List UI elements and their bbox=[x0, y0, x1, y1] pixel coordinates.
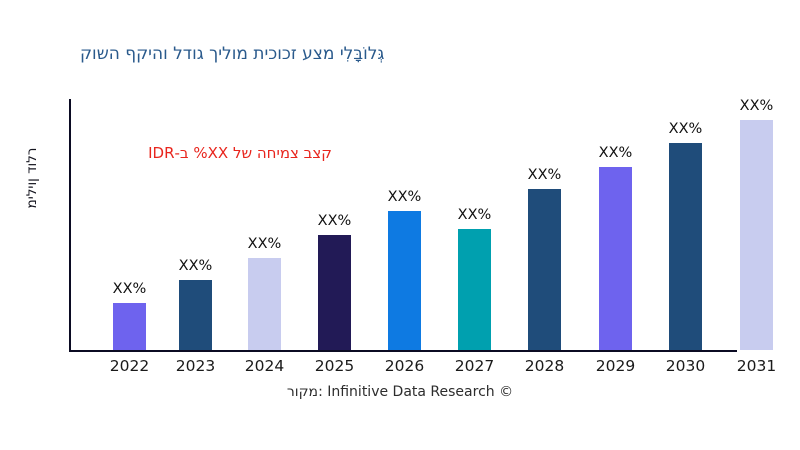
bar-value-label-2023: XX% bbox=[178, 258, 213, 274]
bar-value-label-2025: XX% bbox=[317, 213, 352, 229]
bar-2023 bbox=[179, 280, 212, 350]
x-tick-label-2023: 2023 bbox=[175, 357, 216, 375]
growth-rate-annotation: קצב צמיחה של XX% ב-IDR bbox=[148, 144, 332, 162]
source-text: מקור: Infinitive Data Research © bbox=[286, 384, 514, 400]
x-tick-label-2026: 2026 bbox=[384, 357, 425, 375]
bar-value-label-2026: XX% bbox=[387, 189, 422, 205]
y-axis-line bbox=[69, 99, 71, 352]
x-tick-label-2024: 2024 bbox=[244, 357, 285, 375]
x-tick-label-2030: 2030 bbox=[665, 357, 706, 375]
bar-2022 bbox=[113, 303, 146, 350]
x-tick-label-2022: 2022 bbox=[109, 357, 150, 375]
x-tick-label-2027: 2027 bbox=[454, 357, 495, 375]
bar-2031 bbox=[740, 120, 773, 350]
bar-2028 bbox=[528, 189, 561, 350]
bar-2027 bbox=[458, 229, 491, 350]
bar-value-label-2022: XX% bbox=[112, 281, 147, 297]
bar-value-label-2030: XX% bbox=[668, 121, 703, 137]
bar-value-label-2027: XX% bbox=[457, 207, 492, 223]
bar-value-label-2024: XX% bbox=[247, 236, 282, 252]
bar-2024 bbox=[248, 258, 281, 350]
x-axis-line bbox=[69, 350, 737, 352]
bar-value-label-2028: XX% bbox=[527, 167, 562, 183]
chart-title: גְּלוֹבָּלִי מצע זכוכית מוליך גודל והיקף… bbox=[80, 44, 385, 64]
bar-2030 bbox=[669, 143, 702, 350]
bar-value-label-2029: XX% bbox=[598, 145, 633, 161]
x-tick-label-2029: 2029 bbox=[595, 357, 636, 375]
bar-2029 bbox=[599, 167, 632, 350]
bar-2026 bbox=[388, 211, 421, 350]
bar-value-label-2031: XX% bbox=[739, 98, 774, 114]
bar-2025 bbox=[318, 235, 351, 350]
x-tick-label-2028: 2028 bbox=[524, 357, 565, 375]
x-tick-label-2025: 2025 bbox=[314, 357, 355, 375]
x-tick-label-2031: 2031 bbox=[736, 357, 777, 375]
